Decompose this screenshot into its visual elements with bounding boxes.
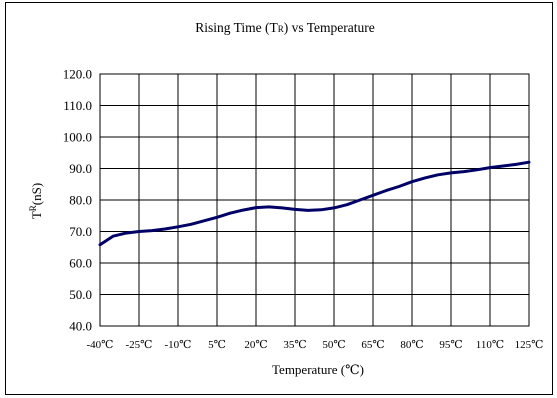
x-tick-label: 95℃ [439,339,462,351]
grid [99,73,530,327]
x-tick-label: -10℃ [165,339,192,351]
y-tick-label: 50.0 [69,287,92,302]
chart-title: Rising Time (TR) vs Temperature [195,20,375,35]
y-tick-labels: 40.0 50.0 60.0 70.0 80.0 90.0 100.0 110.0 120.0 [63,67,92,334]
y-tick-label: 70.0 [69,224,92,239]
y-tick-label: 120.0 [63,67,92,82]
y-axis-label: TR(nS) [28,183,44,219]
x-axis-label: Temperature (℃) [272,362,364,377]
y-tick-label: 100.0 [63,130,92,145]
y-tick-label: 80.0 [69,193,92,208]
x-tick-label: 110℃ [476,339,504,351]
y-tick-label: 110.0 [63,98,92,113]
y-tick-label: 40.0 [69,319,92,334]
x-tick-labels: -40℃ -25℃ -10℃ 5℃ 20℃ 35℃ 50℃ 65℃ 80℃ 95℃ 110℃ 125℃ [87,339,544,351]
x-tick-label: 50℃ [322,339,345,351]
series-line [98,160,531,247]
x-tick-label: -25℃ [126,339,153,351]
y-tick-label: 60.0 [69,256,92,271]
x-tick-label: 125℃ [515,339,544,351]
plot-area [99,73,530,327]
chart-frame [5,2,553,395]
x-tick-label: -40℃ [87,339,114,351]
y-tick-label: 90.0 [69,161,92,176]
x-tick-label: 20℃ [244,339,267,351]
x-tick-label: 80℃ [400,339,423,351]
x-tick-label: 5℃ [208,339,226,351]
x-tick-label: 35℃ [283,339,306,351]
x-tick-label: 65℃ [361,339,384,351]
